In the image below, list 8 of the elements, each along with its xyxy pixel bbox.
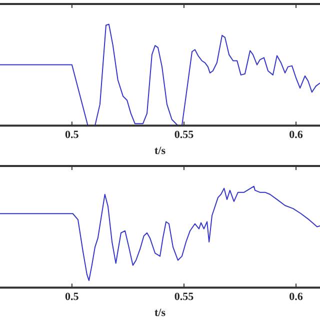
x-tick-label: 0.6 — [289, 129, 304, 142]
x-axis-title: t/s — [154, 307, 166, 320]
x-tick-label: 0.55 — [174, 129, 194, 142]
x-tick-label: 0.6 — [289, 291, 304, 304]
x-tick-label: 0.5 — [65, 291, 80, 304]
x-tick-label: 0.5 — [65, 129, 80, 142]
x-axis-title: t/s — [154, 145, 166, 158]
x-tick-label: 0.55 — [174, 291, 194, 304]
